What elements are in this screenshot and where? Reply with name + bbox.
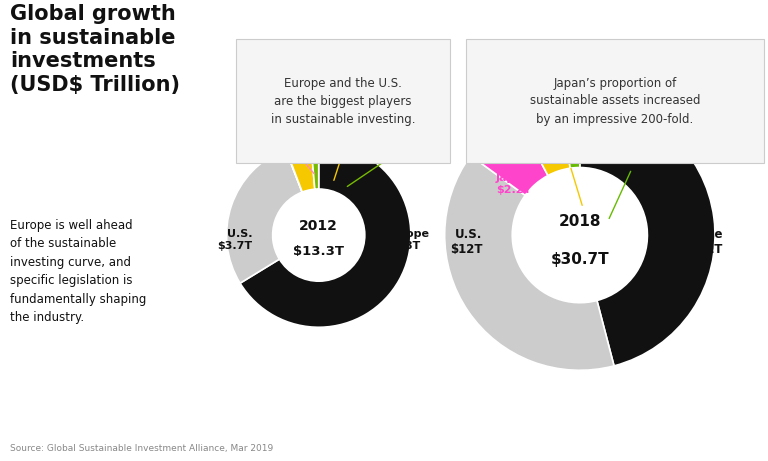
Text: Europe
$14.1T: Europe $14.1T	[677, 228, 723, 256]
Text: Aus/NZ
$0.18T: Aus/NZ $0.18T	[347, 130, 437, 186]
Text: Global growth
in sustainable
investments
(USD$ Trillion): Global growth in sustainable investments…	[10, 5, 180, 95]
Text: $13.3T: $13.3T	[293, 245, 344, 258]
Text: 2018: 2018	[558, 214, 601, 229]
Text: U.S.
$12T: U.S. $12T	[450, 228, 482, 256]
Wedge shape	[445, 155, 614, 370]
Wedge shape	[227, 149, 302, 283]
Wedge shape	[311, 143, 319, 189]
Text: Japan
$2.2T: Japan $2.2T	[496, 173, 531, 195]
Wedge shape	[471, 116, 548, 195]
Wedge shape	[286, 149, 303, 192]
Text: Europe and the U.S.
are the biggest players
in sustainable investing.: Europe and the U.S. are the biggest play…	[271, 77, 415, 125]
Text: Japan
$0.01T: Japan $0.01T	[250, 109, 314, 174]
Text: Source: Global Sustainable Investment Alliance, Mar 2019: Source: Global Sustainable Investment Al…	[10, 444, 273, 453]
Wedge shape	[561, 100, 580, 168]
FancyBboxPatch shape	[466, 39, 764, 163]
Wedge shape	[286, 143, 315, 192]
Text: Europe is well ahead
of the sustainable
investing curve, and
specific legislatio: Europe is well ahead of the sustainable …	[10, 219, 147, 325]
Text: Japan’s proportion of
sustainable assets increased
by an impressive 200-fold.: Japan’s proportion of sustainable assets…	[530, 77, 700, 125]
Wedge shape	[580, 100, 715, 366]
FancyBboxPatch shape	[236, 39, 450, 163]
Text: Europe
$8.8T: Europe $8.8T	[385, 229, 429, 250]
Text: 2012: 2012	[300, 219, 338, 233]
Wedge shape	[240, 143, 411, 327]
Text: Canada
$1.7T: Canada $1.7T	[544, 142, 588, 205]
Text: Canada
$0.59T: Canada $0.59T	[333, 104, 377, 180]
Text: U.S.
$3.7T: U.S. $3.7T	[217, 229, 253, 250]
Text: $30.7T: $30.7T	[551, 252, 609, 267]
Wedge shape	[516, 101, 570, 176]
Text: Aus/NZ
$0.7T: Aus/NZ $0.7T	[609, 144, 659, 219]
